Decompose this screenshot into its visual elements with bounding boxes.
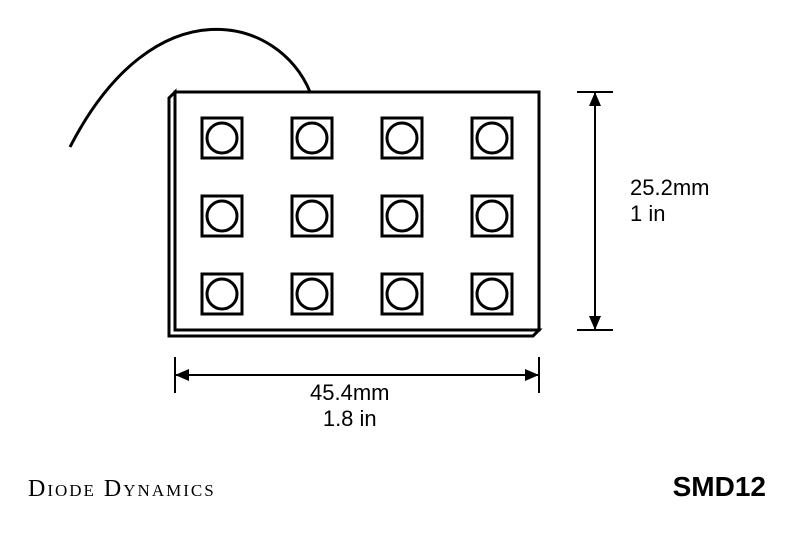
diagram-canvas: [0, 0, 800, 533]
led-lens: [387, 279, 417, 309]
led-lens: [477, 201, 507, 231]
led-lens: [387, 201, 417, 231]
led-lens: [207, 123, 237, 153]
product-label: SMD12: [673, 471, 766, 503]
led-lens: [387, 123, 417, 153]
dim-width-in: 1.8 in: [310, 406, 389, 432]
led-lens: [207, 201, 237, 231]
dim-height-mm: 25.2mm: [630, 175, 709, 201]
led-lens: [477, 123, 507, 153]
brand-label: Diode Dynamics: [28, 476, 216, 503]
dim-width-mm: 45.4mm: [310, 380, 389, 406]
led-lens: [477, 279, 507, 309]
led-lens: [297, 201, 327, 231]
led-lens: [297, 123, 327, 153]
dim-height-text: 25.2mm 1 in: [630, 175, 709, 228]
dim-width-text: 45.4mm 1.8 in: [310, 380, 389, 433]
led-lens: [207, 279, 237, 309]
dim-height-in: 1 in: [630, 201, 709, 227]
led-lens: [297, 279, 327, 309]
dim-height-line: [577, 92, 613, 330]
